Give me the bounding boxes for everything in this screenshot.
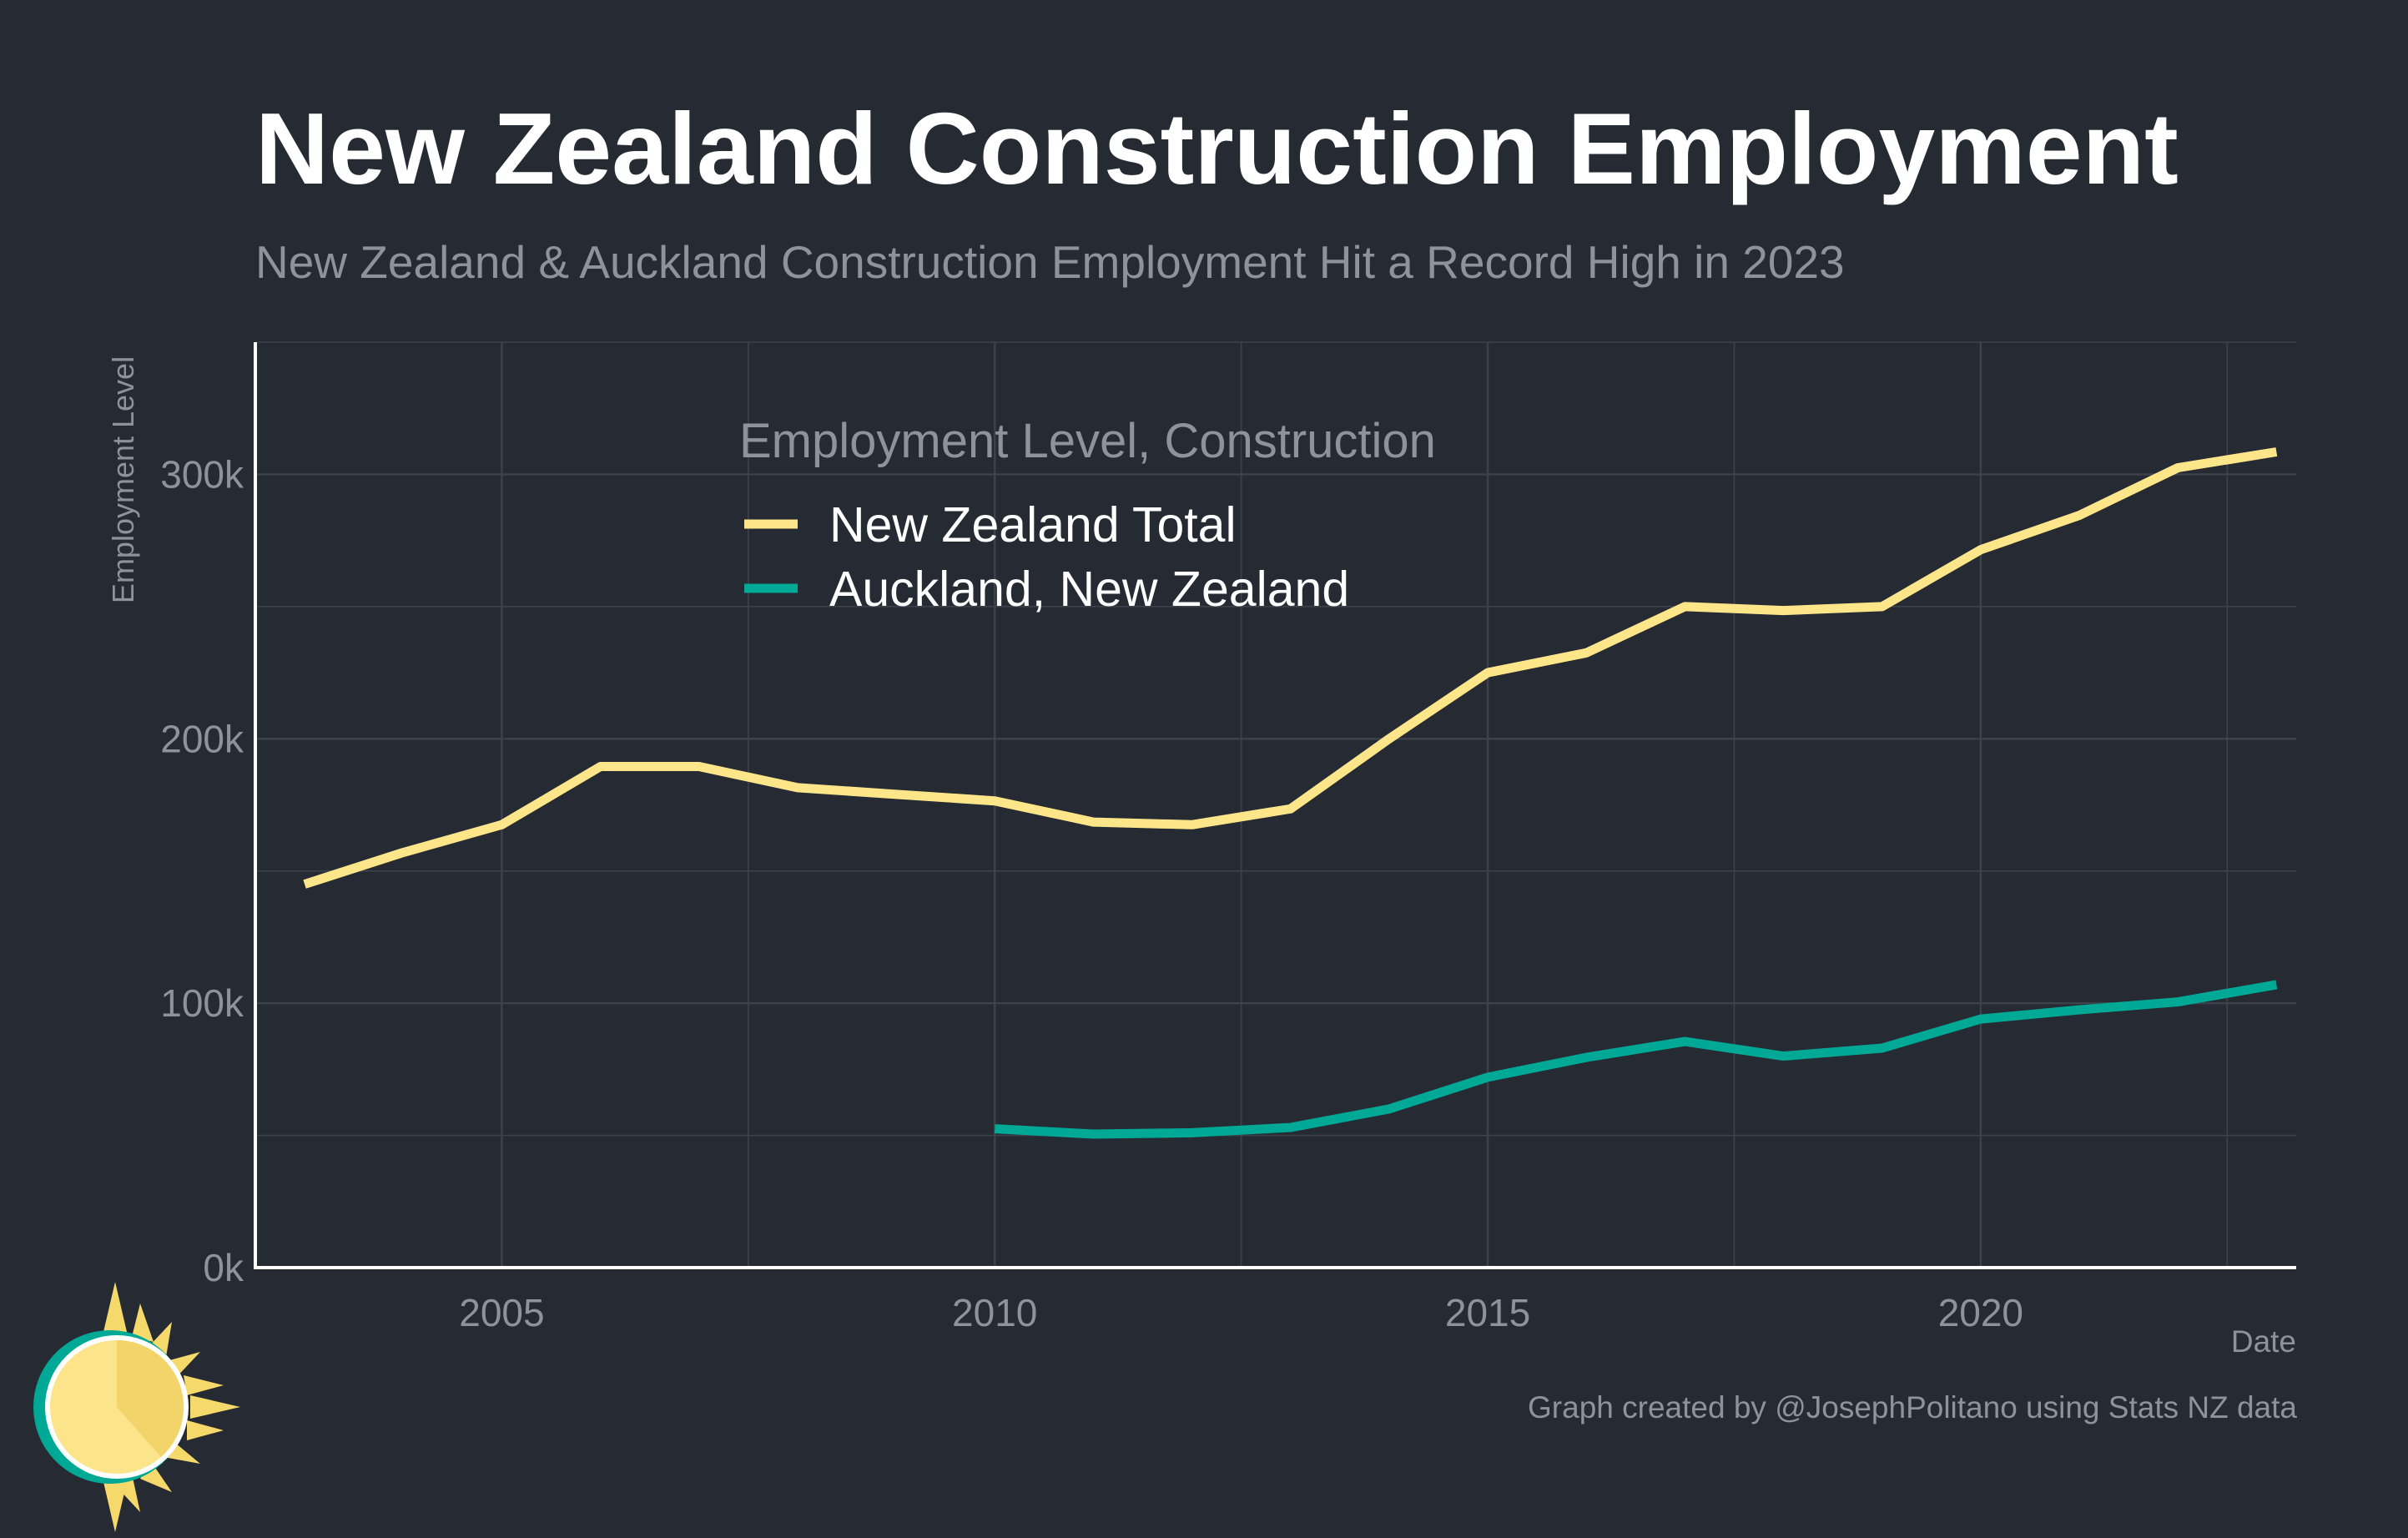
legend-label: Auckland, New Zealand xyxy=(829,562,1349,617)
chart-subtitle: New Zealand & Auckland Construction Empl… xyxy=(255,236,1845,288)
y-tick-label: 100k xyxy=(160,981,244,1025)
axes xyxy=(254,342,2296,1269)
legend-title: Employment Level, Construction xyxy=(739,414,1436,468)
series-lines xyxy=(303,447,2278,1139)
y-tick-label: 0k xyxy=(203,1246,244,1289)
series-line-1 xyxy=(994,980,2278,1139)
x-tick-label: 2005 xyxy=(459,1291,544,1334)
source-caption: Graph created by @JosephPolitano using S… xyxy=(1528,1390,2297,1425)
sun-logo-icon xyxy=(33,1282,240,1532)
x-tick-label: 2010 xyxy=(952,1291,1037,1334)
legend: Employment Level, Construction New Zealan… xyxy=(739,414,1436,617)
x-axis-label: Date xyxy=(2231,1324,2296,1359)
y-tick-label: 300k xyxy=(160,452,244,496)
chart-title: New Zealand Construction Employment xyxy=(255,92,2179,205)
x-tick-label: 2015 xyxy=(1445,1291,1530,1334)
y-axis-label: Employment Level xyxy=(106,356,140,603)
tick-labels: 0k 100k 200k 300k 2005 2010 2015 2020 xyxy=(160,452,2023,1334)
series-line-0 xyxy=(303,447,2278,889)
legend-label: New Zealand Total xyxy=(829,497,1237,552)
y-tick-label: 200k xyxy=(160,717,244,760)
x-tick-label: 2020 xyxy=(1938,1291,2023,1334)
